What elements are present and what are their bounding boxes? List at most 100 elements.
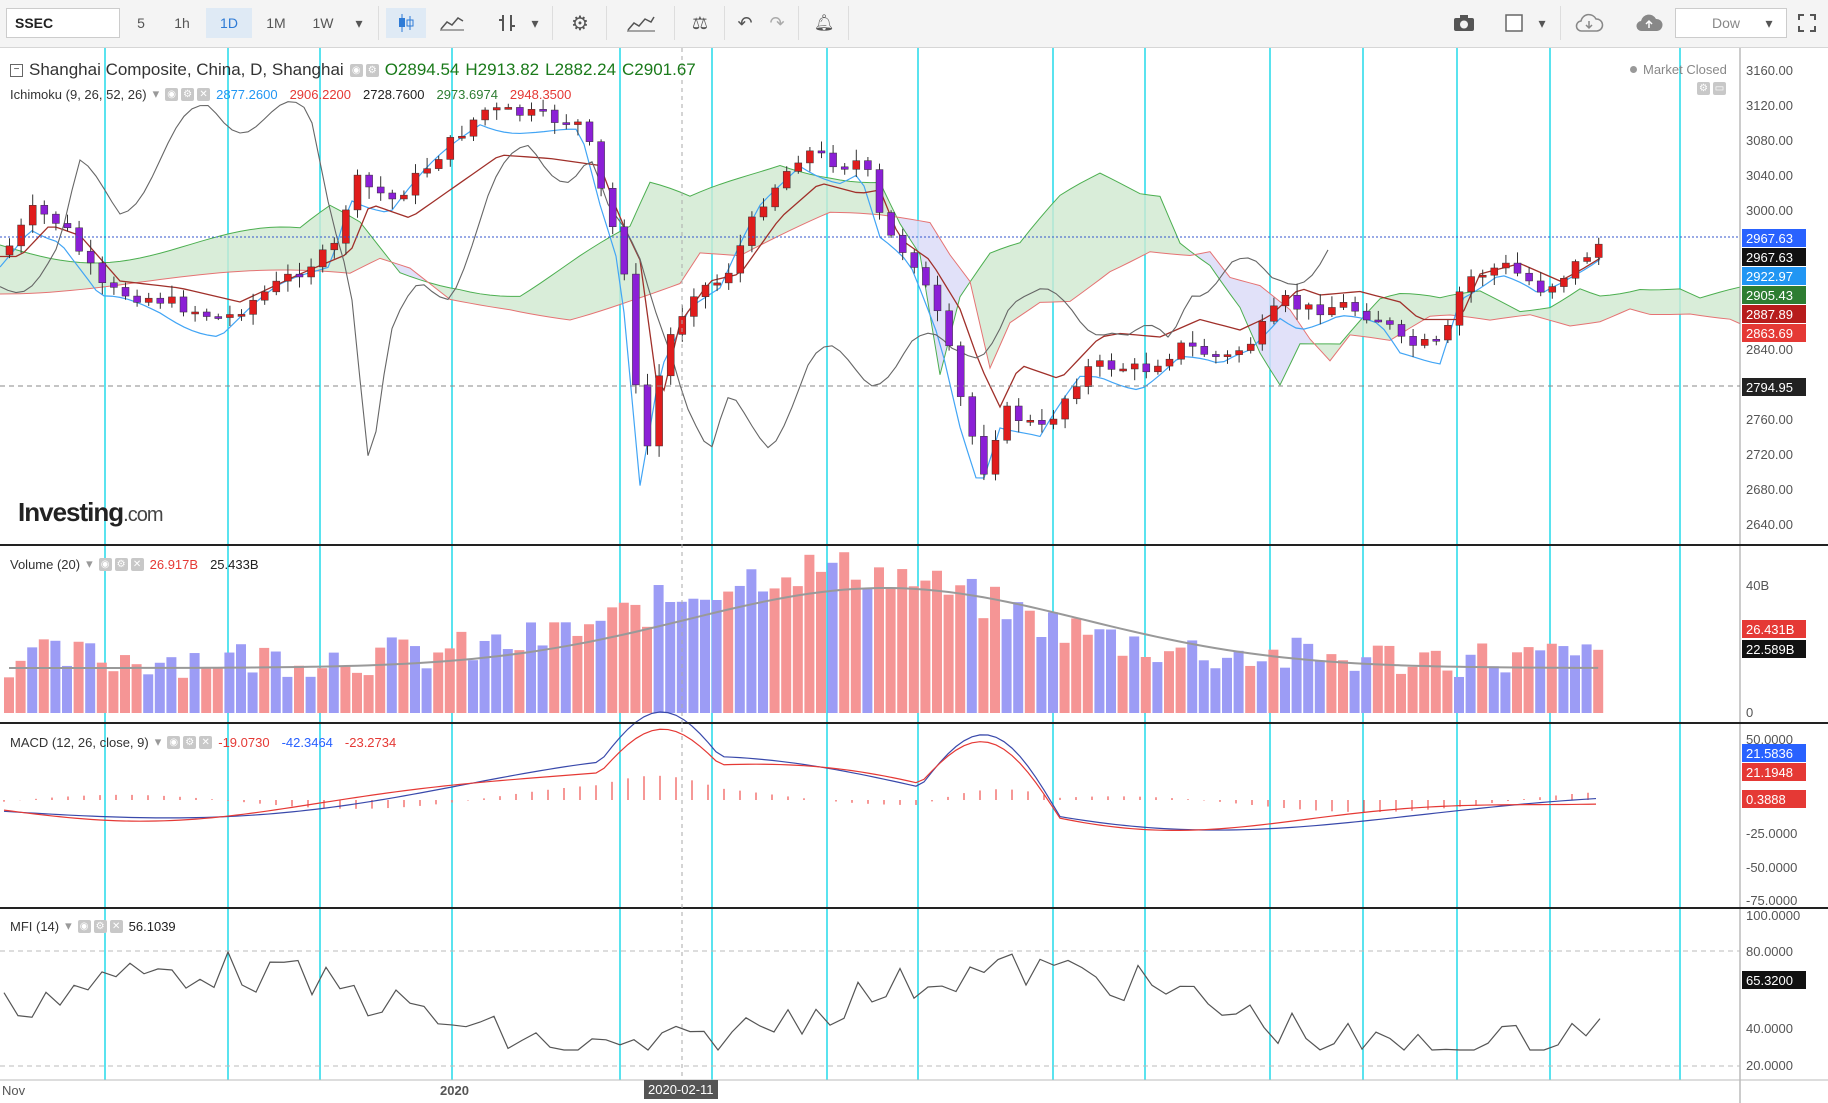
alert-bell-icon[interactable]: 🔔︎ <box>813 15 835 32</box>
ichimoku-cloud-segment <box>990 249 1000 369</box>
candle-body <box>1177 342 1185 360</box>
volume-bar <box>189 653 200 713</box>
candle-body <box>28 205 37 226</box>
chevron-down-icon[interactable]: ▾ <box>154 734 162 749</box>
visibility-eye-icon[interactable]: ◉ <box>349 63 363 77</box>
candle-body <box>1316 304 1325 316</box>
symbol-input[interactable]: SSEC <box>6 8 120 38</box>
date-crosshair-label: 2020-02-11 <box>644 1080 718 1099</box>
visibility-eye-icon[interactable]: ◉ <box>98 557 112 571</box>
volume-bar <box>688 598 699 713</box>
close-icon[interactable]: ✕ <box>199 735 213 749</box>
chevron-down-icon[interactable]: ▾ <box>65 918 72 933</box>
ichimoku-cloud-segment <box>690 191 700 269</box>
close-icon[interactable]: ✕ <box>197 87 211 101</box>
ichimoku-label: Ichimoku (9, 26, 52, 26) <box>10 86 147 102</box>
indicators-dropdown-chevron-icon[interactable]: ▾ <box>531 14 539 31</box>
settings-gear-icon[interactable]: ⚙ <box>181 87 195 101</box>
volume-bar <box>549 622 560 713</box>
ichimoku-cloud-segment <box>530 283 540 316</box>
redo-icon[interactable]: ↷ <box>769 12 785 33</box>
volume-bar <box>1175 647 1186 713</box>
ichimoku-cloud-segment <box>1370 298 1380 339</box>
volume-bar <box>1326 654 1337 713</box>
candle-body <box>1200 346 1209 355</box>
compare-icon[interactable] <box>614 8 668 38</box>
timeframe-1w[interactable]: 1W <box>312 15 334 31</box>
close-icon[interactable]: ✕ <box>130 557 144 571</box>
settings-gear-icon[interactable]: ⚙ <box>365 63 379 77</box>
ichimoku-cloud-segment <box>170 247 180 279</box>
volume-bar <box>352 672 362 713</box>
settings-gear-icon[interactable]: ⚙ <box>114 557 128 571</box>
volume-bar <box>618 602 629 713</box>
candle-body <box>852 160 861 170</box>
candle-body <box>342 209 350 244</box>
chevron-down-icon[interactable]: ▾ <box>86 556 93 571</box>
visibility-eye-icon[interactable]: ◉ <box>165 87 179 101</box>
candle-body <box>1119 368 1127 372</box>
ichimoku-cloud-segment <box>1010 242 1020 323</box>
settings-gear-icon[interactable]: ⚙ <box>93 919 107 933</box>
ichimoku-span-a-line <box>0 165 1741 387</box>
undo-icon[interactable]: ↶ <box>737 12 753 33</box>
timeframe-1d[interactable]: 1D <box>206 8 252 38</box>
settings-gear-icon[interactable]: ⚙ <box>571 12 589 35</box>
chevron-down-icon[interactable]: ▾ <box>152 86 160 101</box>
camera-screenshot-icon[interactable] <box>1446 8 1482 38</box>
collapse-icon[interactable]: − <box>10 63 23 77</box>
ichimoku-cloud-segment <box>1020 230 1030 316</box>
pane-maximize-icon[interactable]: ▭ <box>1713 82 1726 95</box>
volume-bar <box>1106 629 1116 713</box>
volume-bar <box>363 675 374 713</box>
ichimoku-cloud-segment <box>1070 183 1080 302</box>
candle-body <box>75 227 83 252</box>
candle-body <box>17 224 25 247</box>
ichimoku-cloud-segment <box>820 176 830 217</box>
cloud-upload-icon[interactable] <box>1626 8 1672 38</box>
ichimoku-cloud-segment <box>840 180 850 213</box>
candle-body <box>887 212 895 236</box>
ichimoku-cloud-segment <box>220 233 230 273</box>
ichimoku-cloud-segment <box>860 182 870 214</box>
candlestick-chart-icon[interactable] <box>386 8 426 38</box>
cloud-download-icon[interactable] <box>1566 8 1612 38</box>
volume-bar <box>1535 650 1546 713</box>
compare-symbol-input[interactable]: Dow <box>1675 8 1787 38</box>
candle-body <box>1513 262 1522 274</box>
visibility-eye-icon[interactable]: ◉ <box>167 735 181 749</box>
ichimoku-cloud-segment <box>1440 295 1450 316</box>
scale-balance-icon[interactable]: ⚖ <box>691 12 709 33</box>
fullscreen-expand-icon[interactable] <box>1792 8 1822 38</box>
volume-bar <box>212 668 223 713</box>
line-chart-icon[interactable] <box>432 8 472 38</box>
ichimoku-cloud-segment <box>1040 206 1050 303</box>
volume-bar <box>804 554 815 713</box>
volume-bar <box>1454 676 1464 713</box>
layout-box-icon[interactable] <box>1496 8 1532 38</box>
volume-bar <box>120 655 130 713</box>
candle-body <box>458 135 466 139</box>
volume-bar <box>1164 651 1174 713</box>
candle-body <box>1536 280 1545 293</box>
visibility-eye-icon[interactable]: ◉ <box>77 919 91 933</box>
close-icon[interactable]: ✕ <box>109 919 123 933</box>
timeframe-1h[interactable]: 1h <box>174 15 190 31</box>
candle-body <box>284 273 292 282</box>
volume-bar <box>456 631 467 713</box>
volume-bar <box>1024 610 1035 713</box>
indicators-icon[interactable] <box>492 8 522 38</box>
pane-settings-icon[interactable]: ⚙ <box>1697 82 1710 95</box>
layout-dropdown-chevron-icon[interactable]: ▾ <box>1538 14 1546 31</box>
settings-gear-icon[interactable]: ⚙ <box>183 735 197 749</box>
timeframe-5[interactable]: 5 <box>137 15 145 31</box>
mfi-value: 56.1039 <box>128 918 176 934</box>
timeframe-dropdown-chevron-icon[interactable]: ▾ <box>355 14 363 31</box>
volume-bar <box>1198 660 1209 713</box>
candle-body <box>724 272 733 284</box>
volume-bar <box>178 677 188 713</box>
ichimoku-cloud-segment <box>590 243 600 315</box>
timeframe-1m[interactable]: 1M <box>266 15 286 31</box>
compare-dropdown-chevron-icon[interactable]: ▾ <box>1765 14 1773 31</box>
